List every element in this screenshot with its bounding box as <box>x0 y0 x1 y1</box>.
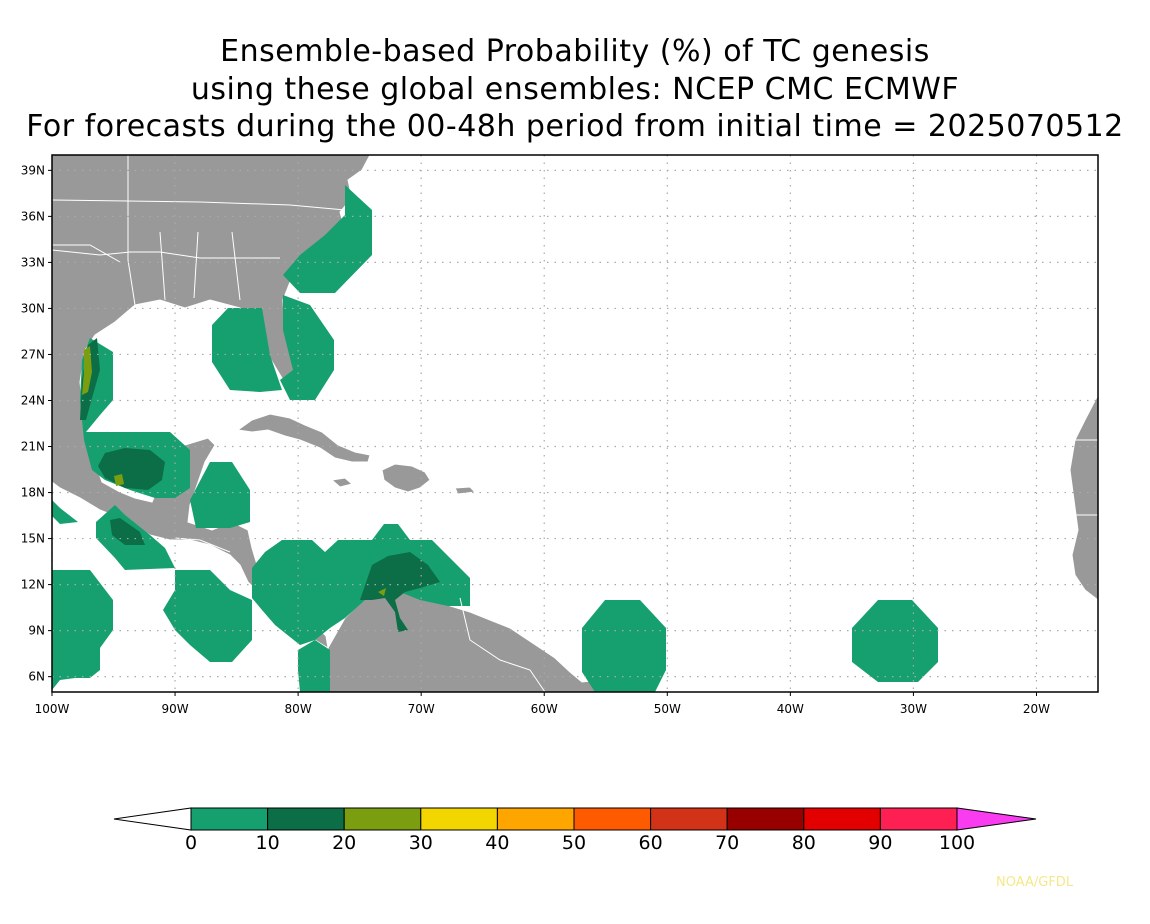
prob-region-campeche-high <box>114 474 124 486</box>
prob-region-caribbean-mid <box>360 552 440 632</box>
lon-tick-label: 20W <box>1023 702 1050 716</box>
colorbar-label: 60 <box>639 832 663 854</box>
colorbar-swatch <box>726 807 805 831</box>
prob-region-eastern-pacific-central <box>163 570 252 662</box>
colorbar-swatch <box>650 807 728 831</box>
prob-region-panama <box>298 640 330 692</box>
colorbar-swatch <box>803 807 881 831</box>
lat-tick-label: 39N <box>21 163 45 177</box>
prob-region-atlantic-32w <box>852 600 938 682</box>
title-line-1: Ensemble-based Probability (%) of TC gen… <box>220 34 930 69</box>
credit-text: NOAA/GFDL <box>996 875 1074 890</box>
lat-tick-label: 27N <box>21 347 45 361</box>
lat-tick-label: 6N <box>28 670 45 684</box>
lon-tick-label: 80W <box>285 702 312 716</box>
colorbar-high-triangle <box>956 807 1037 831</box>
lat-tick-label: 15N <box>21 532 45 546</box>
lon-tick-label: 100W <box>35 702 70 716</box>
prob-region-pacific-edge <box>52 500 78 524</box>
prob-region-caribbean-high <box>378 588 386 596</box>
prob-region-gulf <box>212 308 282 392</box>
lon-tick-label: 30W <box>900 702 927 716</box>
lon-tick-label: 60W <box>531 702 558 716</box>
border-lines <box>52 155 1098 692</box>
longitude-axis: 100W 90W 80W 70W 60W 50W 40W 30W 20W <box>35 692 1050 716</box>
lat-tick-label: 24N <box>21 393 45 407</box>
prob-region-texas-coast-high <box>82 346 92 395</box>
plot-frame <box>51 154 1099 693</box>
lat-tick-label: 12N <box>21 578 45 592</box>
lat-tick-label: 21N <box>21 440 45 454</box>
colorbar-label: 20 <box>332 832 356 854</box>
title-line-2: using these global ensembles: NCEP CMC E… <box>190 72 960 107</box>
prob-region-florida-atlantic <box>280 295 334 400</box>
land-jamaica <box>330 477 354 488</box>
prob-region-carolinas <box>283 185 372 293</box>
land-hispaniola <box>381 463 431 493</box>
colorbar-label: 10 <box>256 832 280 854</box>
prob-region-belize <box>190 462 250 528</box>
title-line-3: For forecasts during the 00-48h period f… <box>26 109 1124 144</box>
colorbar-label: 90 <box>868 832 892 854</box>
lon-tick-label: 40W <box>777 702 804 716</box>
colorbar-swatch <box>267 807 345 831</box>
land-cuba <box>236 413 371 463</box>
colorbar-swatch <box>573 807 652 831</box>
lat-tick-label: 18N <box>21 486 45 500</box>
colorbar-swatch <box>496 807 575 831</box>
lon-tick-label: 50W <box>654 702 681 716</box>
prob-region-pacific-mexico-mid <box>110 518 145 545</box>
colorbar-swatch <box>343 807 422 831</box>
colorbar-swatch <box>190 807 269 831</box>
lat-tick-label: 30N <box>21 301 45 315</box>
lon-tick-label: 70W <box>408 702 435 716</box>
colorbar-swatch <box>879 807 958 831</box>
colorbar-label: 50 <box>562 832 586 854</box>
colorbar-label: 100 <box>939 832 975 854</box>
land-africa <box>1069 394 1098 601</box>
prob-region-eastern-pacific-west <box>52 570 113 690</box>
lat-tick-label: 36N <box>21 209 45 223</box>
colorbar-label: 40 <box>485 832 509 854</box>
colorbar-label: 0 <box>185 832 197 854</box>
prob-region-bay-of-campeche-mid <box>98 448 165 490</box>
lon-tick-label: 90W <box>161 702 188 716</box>
lat-tick-label: 9N <box>28 624 45 638</box>
colorbar-low-triangle <box>113 807 192 831</box>
lat-tick-label: 33N <box>21 255 45 269</box>
colorbar: 0 10 20 30 40 50 60 70 80 90 100 <box>113 807 1037 854</box>
colorbar-label: 80 <box>792 832 816 854</box>
latitude-axis: 39N 36N 33N 30N 27N 24N 21N 18N 15N 12N 9N 6N <box>21 163 52 684</box>
colorbar-swatch <box>420 807 498 831</box>
colorbar-label: 70 <box>715 832 739 854</box>
colorbar-label: 30 <box>409 832 433 854</box>
prob-region-atlantic-55w <box>582 600 666 692</box>
